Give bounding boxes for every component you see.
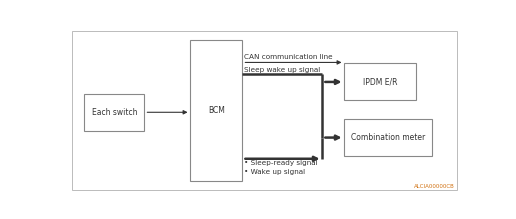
Text: Sleep wake up signal: Sleep wake up signal (245, 67, 321, 73)
Bar (345, 63, 416, 101)
Text: BCM: BCM (208, 106, 225, 115)
Bar (345, 119, 432, 156)
Text: CAN communication line: CAN communication line (245, 54, 333, 60)
Text: ALCIA00000CB: ALCIA00000CB (414, 184, 455, 189)
Text: • Sleep-ready signal
• Wake up signal: • Sleep-ready signal • Wake up signal (245, 161, 318, 175)
Text: Each switch: Each switch (92, 108, 137, 117)
Text: Combination meter: Combination meter (351, 133, 426, 142)
Bar (85, 94, 144, 131)
Text: IPDM E/R: IPDM E/R (363, 78, 398, 87)
Bar (190, 40, 243, 181)
